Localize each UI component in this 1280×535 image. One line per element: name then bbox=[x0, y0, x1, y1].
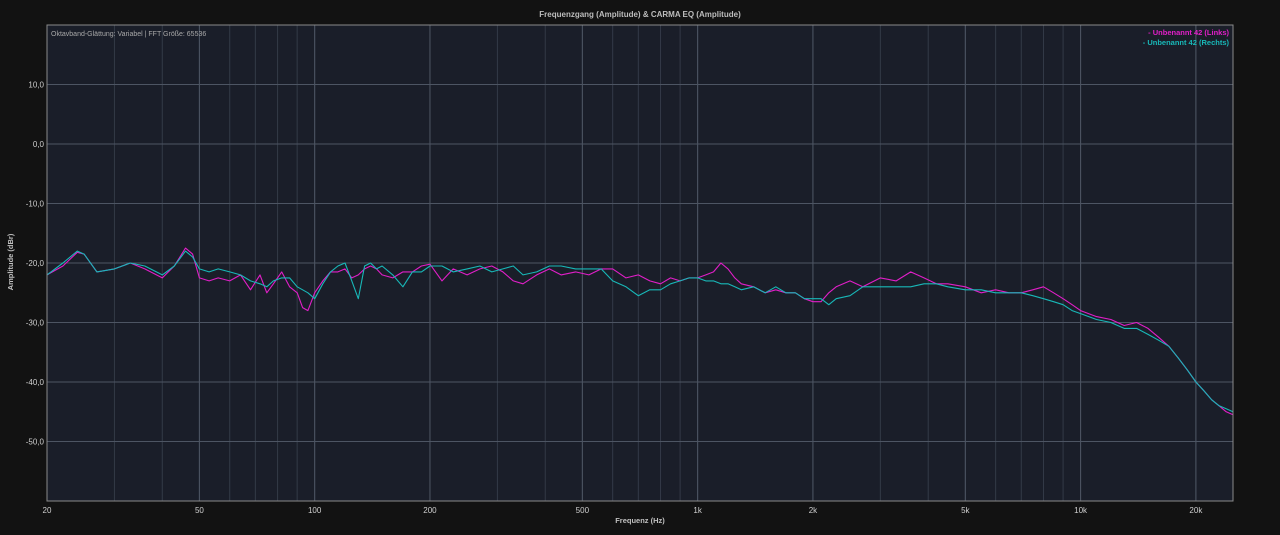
x-tick-label: 5k bbox=[961, 506, 970, 515]
x-tick-label: 1k bbox=[693, 506, 702, 515]
plot-border bbox=[46, 24, 1234, 502]
x-axis-label: Frequenz (Hz) bbox=[615, 516, 665, 525]
y-tick-label: -50,0 bbox=[26, 438, 45, 447]
y-tick-label: -30,0 bbox=[26, 319, 45, 328]
legend[interactable]: - Unbenannt 42 (Links)- Unbenannt 42 (Re… bbox=[1143, 28, 1230, 47]
chart-subtitle: Oktavband-Glättung: Variabel | FFT Größe… bbox=[51, 31, 206, 38]
y-tick-label: 10,0 bbox=[28, 81, 44, 90]
x-tick-label: 20 bbox=[43, 506, 52, 515]
x-tick-label: 20k bbox=[1189, 506, 1203, 515]
x-tick-label: 2k bbox=[809, 506, 818, 515]
y-tick-label: 0,0 bbox=[33, 140, 45, 149]
x-tick-label: 50 bbox=[195, 506, 204, 515]
y-tick-labels: 10,0 0,0 -10,0 -20,0 -30,0 -40,0 -50,0 bbox=[26, 81, 45, 447]
x-tick-label: 200 bbox=[423, 506, 437, 515]
major-grid bbox=[47, 25, 1233, 501]
x-tick-label: 500 bbox=[576, 506, 590, 515]
y-tick-label: -10,0 bbox=[26, 200, 45, 209]
y-tick-label: -40,0 bbox=[26, 378, 45, 387]
y-tick-label: -20,0 bbox=[26, 259, 45, 268]
legend-item-links[interactable]: - Unbenannt 42 (Links) bbox=[1148, 28, 1229, 37]
chart-title: Frequenzgang (Amplitude) & CARMA EQ (Amp… bbox=[539, 10, 741, 19]
x-tick-labels: 20 50 100 200 500 1k 2k 5k 10k 20k bbox=[43, 506, 1204, 515]
x-tick-label: 100 bbox=[308, 506, 322, 515]
x-tick-label: 10k bbox=[1074, 506, 1088, 515]
series-line-links bbox=[46, 247, 1234, 416]
series-layer bbox=[46, 247, 1234, 416]
legend-item-rechts[interactable]: - Unbenannt 42 (Rechts) bbox=[1143, 38, 1230, 47]
y-axis-label: Amplitude (dBr) bbox=[6, 233, 15, 290]
series-line-rechts bbox=[46, 250, 1234, 413]
